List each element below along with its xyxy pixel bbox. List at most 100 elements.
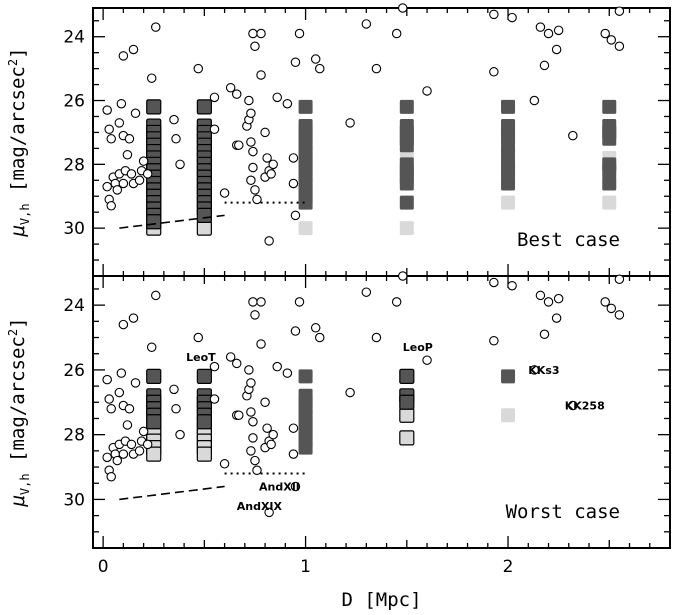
grid-square-dark <box>298 369 313 384</box>
galaxy-annotation: KKs3 <box>528 364 559 377</box>
grid-square-dark <box>602 131 617 146</box>
galaxy-point <box>256 70 266 80</box>
galaxy-annotation: KK258 <box>565 400 605 413</box>
grid-square-dark <box>602 176 617 191</box>
grid-square-dark <box>298 195 313 210</box>
grid-square-dark <box>146 99 162 115</box>
grid-square-light <box>298 221 313 236</box>
galaxy-point <box>600 297 610 307</box>
galaxy-point <box>250 41 260 52</box>
galaxy-point <box>398 3 408 13</box>
galaxy-point <box>290 210 301 221</box>
galaxy-point <box>209 394 220 404</box>
galaxy-point <box>256 297 266 307</box>
y-tick-label: 30 <box>63 490 85 510</box>
grid-square-dark <box>501 369 516 384</box>
galaxy-point <box>116 98 127 109</box>
y-label-close: ] <box>7 317 29 328</box>
galaxy-point <box>290 481 301 492</box>
galaxy-point <box>614 310 625 320</box>
galaxy-point <box>246 137 256 147</box>
galaxy-point <box>272 361 282 372</box>
galaxy-point <box>294 297 305 307</box>
y-label-mu: μ <box>7 495 29 507</box>
galaxy-point <box>102 181 112 192</box>
galaxy-point <box>171 404 181 414</box>
galaxy-point <box>266 439 276 450</box>
galaxy-point <box>126 169 137 179</box>
galaxy-point <box>288 178 299 189</box>
galaxy-point <box>246 175 256 186</box>
galaxy-point <box>371 332 382 343</box>
y-label-sub: V,h <box>18 473 32 495</box>
galaxy-point <box>310 54 321 64</box>
galaxy-point <box>102 452 112 463</box>
galaxy-point <box>529 365 540 375</box>
galaxy-point <box>614 6 625 16</box>
grid-square-dark <box>399 195 414 210</box>
galaxy-point <box>219 459 230 469</box>
galaxy-point <box>315 63 325 74</box>
galaxy-point <box>614 274 625 284</box>
galaxy-point <box>124 134 135 144</box>
galaxy-point <box>248 297 258 307</box>
galaxy-point <box>252 465 262 476</box>
galaxy-point <box>489 277 499 288</box>
galaxy-point <box>248 28 258 39</box>
galaxy-point <box>138 426 149 437</box>
galaxy-point <box>246 378 256 388</box>
galaxy-point <box>104 394 114 404</box>
grid-square-dark <box>146 214 162 230</box>
galaxy-point <box>489 9 499 20</box>
panel-frame <box>92 275 671 549</box>
galaxy-point <box>114 118 125 128</box>
galaxy-point <box>551 44 562 55</box>
galaxy-point <box>248 416 258 427</box>
galaxy-point <box>248 162 258 173</box>
galaxy-point <box>288 423 299 433</box>
galaxy-point <box>244 95 254 106</box>
grid-square-dark <box>399 138 414 153</box>
galaxy-point <box>535 22 546 32</box>
galaxy-point <box>262 423 272 433</box>
grid-square-dark <box>196 368 212 384</box>
galaxy-point <box>260 397 270 408</box>
galaxy-point <box>122 150 133 160</box>
galaxy-point <box>361 287 372 297</box>
grid-square-dark <box>501 131 516 146</box>
galaxy-point <box>315 332 325 343</box>
galaxy-point <box>568 400 578 411</box>
galaxy-point <box>422 86 432 96</box>
y-label-sup: 2 <box>6 59 20 66</box>
galaxy-point <box>553 25 564 36</box>
grid-square-light <box>399 221 414 236</box>
galaxy-point <box>142 169 153 179</box>
grid-square-dark <box>196 414 212 430</box>
galaxy-point <box>489 67 499 77</box>
grid-square-dark <box>501 144 516 159</box>
galaxy-point <box>568 130 578 141</box>
galaxy-point <box>422 355 432 365</box>
y-label-sup: 2 <box>6 329 20 336</box>
galaxy-point <box>262 153 272 163</box>
y-tick-label: 28 <box>63 426 85 446</box>
galaxy-point <box>130 108 141 119</box>
grid-square-light <box>501 408 516 423</box>
galaxy-point <box>106 201 116 211</box>
dashed-limit-line <box>119 214 225 229</box>
y-label-mu: μ <box>7 225 29 237</box>
grid-square-dark <box>298 440 313 455</box>
galaxy-point <box>130 378 141 388</box>
galaxy-point <box>256 339 266 349</box>
x-axis-label: D [Mpc] <box>341 589 421 611</box>
galaxy-point <box>246 108 256 119</box>
grid-square-dark <box>602 163 617 178</box>
galaxy-point <box>118 51 129 61</box>
galaxy-point <box>539 329 550 340</box>
galaxy-point <box>535 290 546 301</box>
galaxy-point <box>234 140 244 150</box>
grid-square-dark <box>146 368 162 384</box>
grid-square-light <box>399 407 415 423</box>
grid-square-dark <box>146 414 162 430</box>
